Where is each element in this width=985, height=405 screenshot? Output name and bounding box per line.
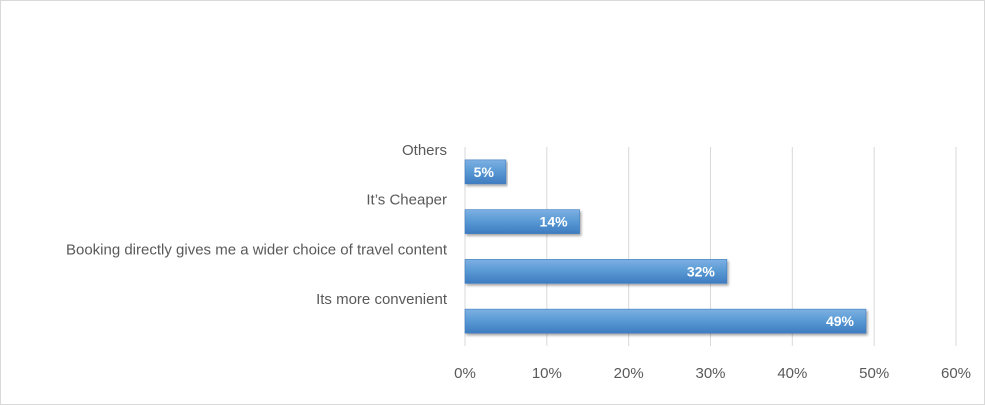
x-tick-label: 20%	[614, 365, 644, 382]
category-label: It’s Cheaper	[366, 192, 447, 209]
bar	[464, 308, 867, 334]
data-label: 49%	[826, 313, 855, 329]
category-labels: Its more convenient Booking directly give…	[66, 142, 448, 308]
category-label: Its more convenient	[316, 291, 448, 308]
x-tick-label: 60%	[941, 365, 971, 382]
data-label: 32%	[687, 263, 716, 279]
x-tick-label: 40%	[777, 365, 807, 382]
bars: 49% 32% 14% 5%	[464, 159, 867, 334]
x-tick-label: 0%	[454, 365, 476, 382]
data-label: 5%	[474, 164, 495, 180]
data-label: 14%	[540, 214, 569, 230]
category-label: Others	[402, 142, 447, 159]
x-axis-tick-labels: 0% 10% 20% 30% 40% 50% 60%	[454, 365, 971, 382]
x-tick-label: 30%	[695, 365, 725, 382]
bar	[464, 259, 728, 284]
category-label: Booking directly gives me a wider choice…	[66, 241, 448, 258]
bar	[464, 159, 507, 185]
bar	[464, 209, 580, 234]
x-tick-label: 10%	[532, 365, 562, 382]
x-tick-label: 50%	[859, 365, 889, 382]
gridlines	[464, 147, 957, 346]
